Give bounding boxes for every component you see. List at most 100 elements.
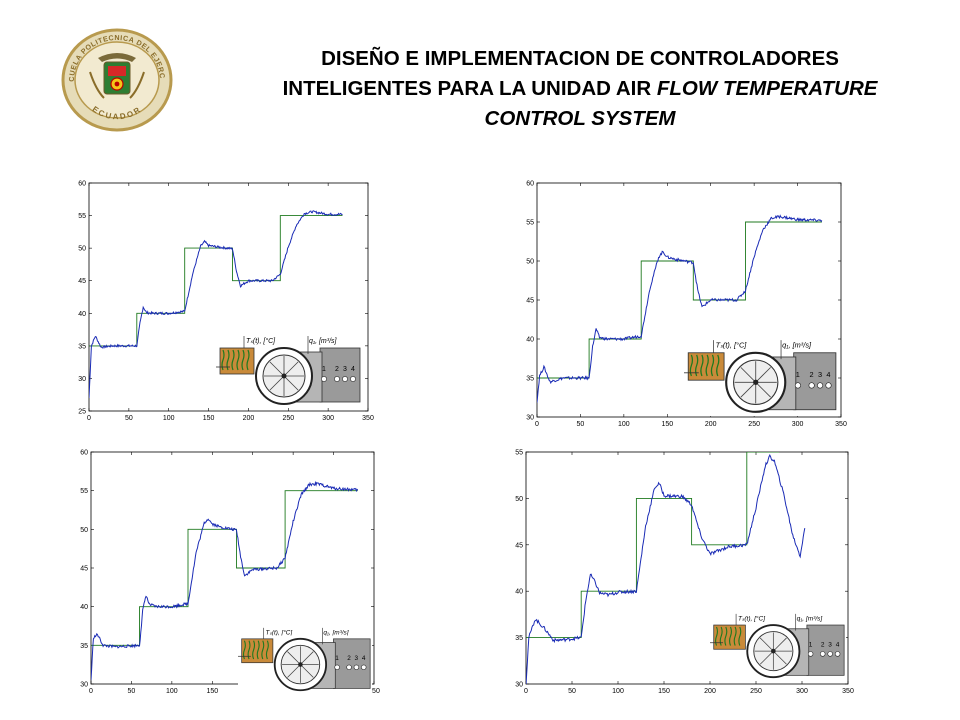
y-tick-label: 50 bbox=[78, 246, 86, 253]
x-tick-label: 350 bbox=[842, 688, 854, 695]
fan-hub bbox=[281, 373, 287, 379]
heater-coil bbox=[705, 354, 709, 377]
port-2-label: 2 bbox=[810, 370, 814, 379]
heater-coil bbox=[716, 354, 720, 377]
y-tick-label: 55 bbox=[78, 213, 86, 220]
x-tick-label: 0 bbox=[89, 688, 93, 695]
x-tick-label: 50 bbox=[577, 421, 585, 428]
port-4-label: 4 bbox=[826, 370, 830, 379]
x-tick-label: 0 bbox=[87, 415, 91, 422]
port-4-label: 4 bbox=[836, 641, 840, 648]
y-tick-label: 45 bbox=[515, 542, 523, 549]
port-1-icon bbox=[334, 664, 340, 670]
fan-blade bbox=[300, 664, 314, 678]
fan-blade bbox=[759, 637, 774, 652]
control-box bbox=[319, 347, 361, 403]
inset-flow-label: q₁, [m³/s] bbox=[782, 340, 812, 349]
heater-icon bbox=[687, 352, 725, 381]
port-2-icon bbox=[334, 376, 340, 382]
fan-hub bbox=[298, 662, 303, 667]
y-tick-label: 40 bbox=[78, 311, 86, 318]
heater-coil bbox=[738, 626, 742, 646]
temperature-response-line bbox=[526, 453, 806, 684]
temperature-response-line bbox=[537, 214, 823, 403]
fan-hub bbox=[753, 379, 759, 385]
x-tick-label: 50 bbox=[125, 415, 133, 422]
port-2-label: 2 bbox=[335, 366, 339, 373]
port-2-icon bbox=[346, 664, 352, 670]
x-tick-label: 50 bbox=[568, 688, 576, 695]
x-tick-label: 150 bbox=[658, 688, 670, 695]
port-2-icon bbox=[808, 382, 815, 389]
heater-coil bbox=[236, 349, 240, 371]
fan-hub bbox=[771, 648, 776, 654]
x-tick-label: 100 bbox=[618, 421, 630, 428]
heater-coil bbox=[252, 640, 256, 660]
chart-bottom-right: 0 50 100 150 200 250 300 350 30 35 40 45 50 55 Tₛ(t), … bbox=[515, 450, 854, 696]
y-tick-label: 35 bbox=[515, 635, 523, 642]
schematic-inset: Tₛ(t), [°C] q₁, [m³/s] 1 2 3 4 bbox=[684, 338, 838, 417]
chart-bottom-left: 05010015020025030035030354045505560Tₛ(t)… bbox=[80, 450, 380, 696]
port-2-label: 2 bbox=[347, 655, 351, 662]
inset-temperature-label: Tₛ(t), [°C] bbox=[246, 337, 276, 345]
reference-step-line bbox=[537, 221, 822, 379]
port-1-icon bbox=[321, 376, 327, 382]
reference-step-line bbox=[91, 490, 358, 646]
y-tick-label: 60 bbox=[526, 181, 534, 188]
x-tick-label: 250 bbox=[282, 415, 294, 422]
port-3-label: 3 bbox=[343, 366, 347, 373]
y-tick-label: 55 bbox=[526, 220, 534, 227]
inset-temperature-label: Tₛ(t), [°C] bbox=[716, 340, 748, 349]
y-tick-label: 45 bbox=[78, 278, 86, 285]
reference-step-line bbox=[89, 215, 343, 347]
inset-temperature-label: Tₛ(t), [°C] bbox=[738, 614, 765, 622]
x-tick-label: 350 bbox=[368, 688, 380, 695]
fan-blade bbox=[773, 650, 787, 665]
x-tick-label: 100 bbox=[163, 415, 175, 422]
y-tick-label: 55 bbox=[80, 488, 88, 495]
y-tick-label: 30 bbox=[515, 682, 523, 689]
x-tick-label: 200 bbox=[243, 415, 255, 422]
y-tick-label: 40 bbox=[80, 604, 88, 611]
y-tick-label: 45 bbox=[526, 298, 534, 305]
schematic-inset: Tₛ(t), [°C] q₁, [m³/s] 1 2 3 4 bbox=[710, 612, 846, 681]
title-line-2: INTELIGENTES PARA LA UNIDAD AIR FLOW TEM… bbox=[200, 74, 960, 104]
x-tick-label: 200 bbox=[705, 421, 717, 428]
fan-blade bbox=[740, 382, 757, 398]
x-tick-label: 300 bbox=[322, 415, 334, 422]
fan-blade bbox=[283, 375, 299, 391]
inset-temperature-label: Tₛ(t), [°C] bbox=[266, 628, 293, 636]
y-tick-label: 50 bbox=[526, 259, 534, 266]
control-box bbox=[793, 352, 837, 411]
chart-top-right: 0 50 100 150 200 250 300 350 30 35 40 45 50 55 60 Tₛ(t)… bbox=[526, 181, 847, 429]
port-1-label: 1 bbox=[335, 655, 339, 662]
fan-blade bbox=[740, 367, 757, 383]
page-title: DISEÑO E IMPLEMENTACION DE CONTROLADORES… bbox=[200, 44, 960, 134]
fan-icon bbox=[746, 624, 801, 679]
heater-coil bbox=[241, 349, 245, 371]
inset-flow-label: q₁, [m³/s] bbox=[323, 629, 348, 636]
x-tick-label: 100 bbox=[166, 688, 178, 695]
port-3-label: 3 bbox=[828, 641, 832, 648]
x-tick-label: 300 bbox=[796, 688, 808, 695]
x-tick-label: 350 bbox=[362, 415, 374, 422]
heater-coil bbox=[231, 349, 235, 371]
port-4-icon bbox=[825, 382, 832, 389]
fan-icon bbox=[255, 347, 313, 405]
title-line-3-italic: CONTROL SYSTEM bbox=[484, 107, 676, 130]
x-tick-label: 0 bbox=[535, 421, 539, 428]
inset-flow-label: q₁, [m³/s] bbox=[797, 615, 823, 622]
schematic-inset: Tₛ(t), [°C] q₁, [m³/s] 1 2 3 4 bbox=[216, 334, 362, 408]
x-tick-label: 350 bbox=[835, 421, 847, 428]
heater-icon bbox=[241, 638, 274, 664]
y-tick-label: 30 bbox=[78, 376, 86, 383]
fan-blade bbox=[759, 650, 774, 665]
fan-blade bbox=[300, 651, 314, 665]
y-tick-label: 60 bbox=[78, 181, 86, 188]
y-tick-label: 50 bbox=[80, 527, 88, 534]
heater-coil bbox=[733, 626, 737, 646]
heater-coil bbox=[261, 640, 265, 660]
y-tick-label: 30 bbox=[526, 415, 534, 422]
control-box bbox=[806, 624, 845, 676]
inset-flow-label: q₁, [m³/s] bbox=[309, 338, 338, 345]
